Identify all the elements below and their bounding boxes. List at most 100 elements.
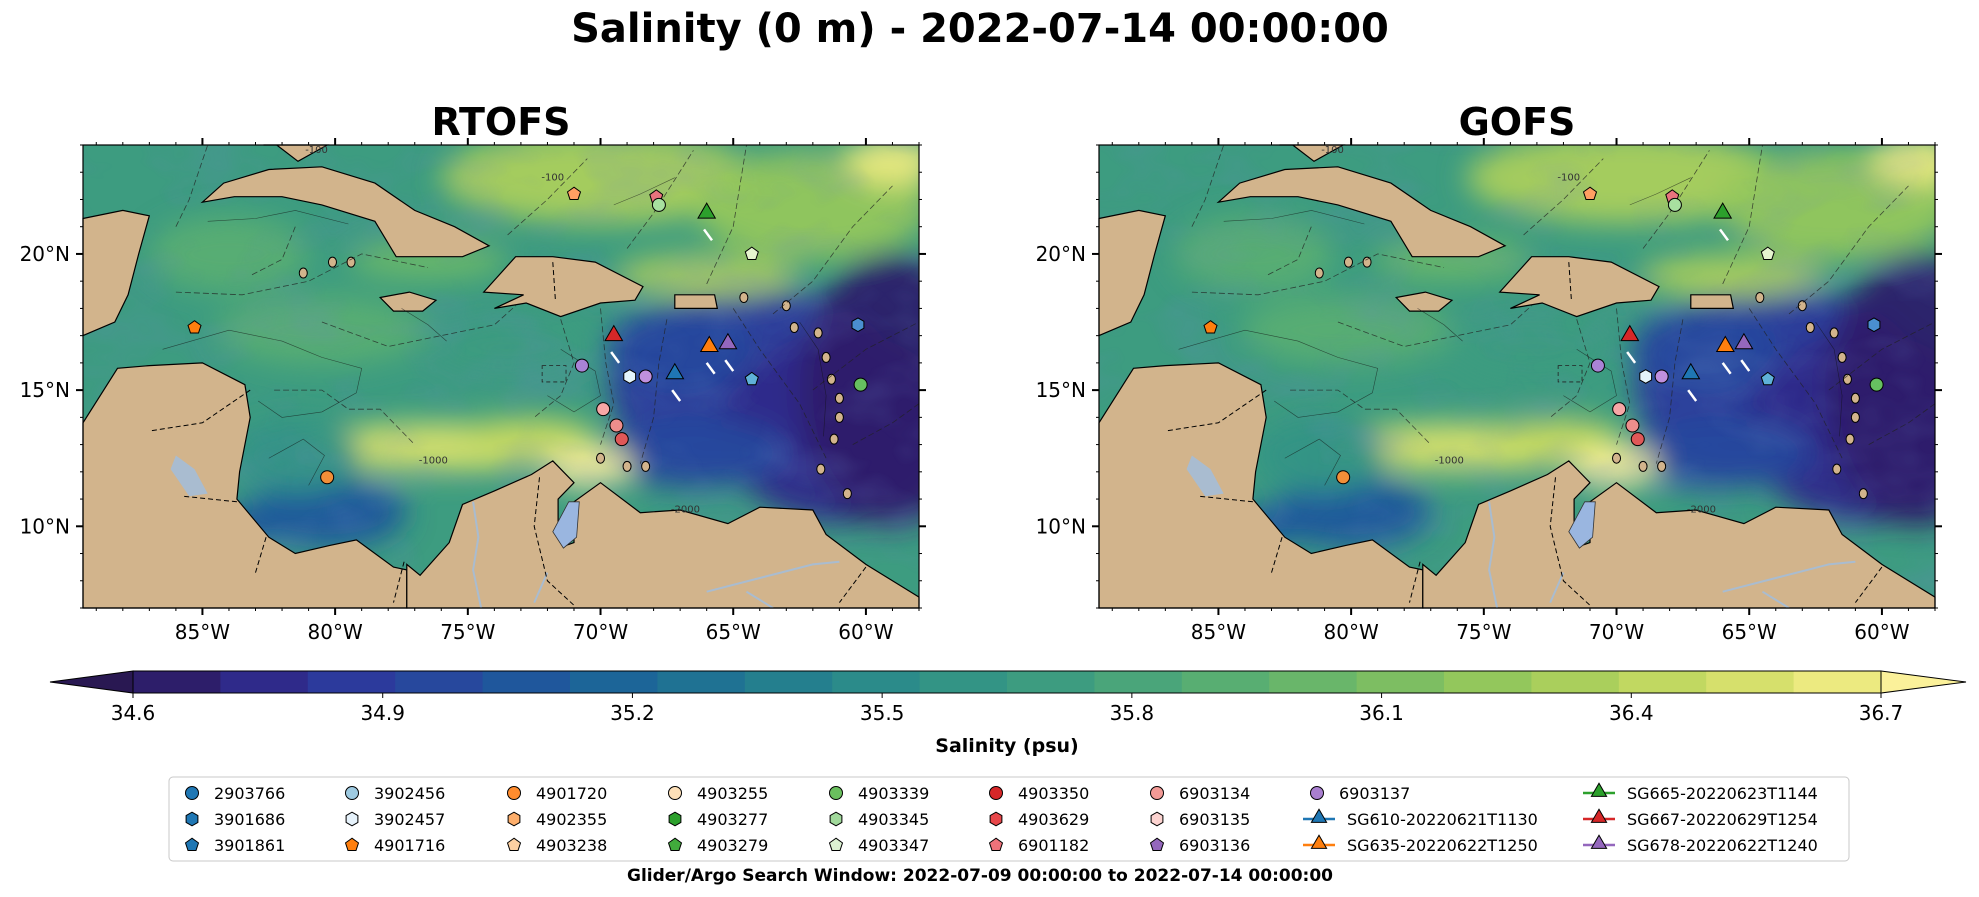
boundary-lines — [175, 145, 919, 464]
colorbar-segment — [1007, 671, 1095, 693]
colorbar-frame — [132, 670, 1882, 694]
country-border — [533, 477, 575, 606]
country-border — [393, 561, 405, 603]
hispaniola — [482, 256, 644, 318]
depth-contour — [268, 438, 325, 486]
depth-contour — [1815, 321, 1843, 437]
colorbar-under-arrow — [49, 670, 134, 694]
colorbar-segment — [744, 671, 833, 693]
platform-marker — [718, 332, 738, 350]
x-tick-label: 60°W — [838, 620, 893, 644]
colorbar-segment — [1618, 671, 1707, 693]
colorbar-segment — [1706, 671, 1795, 693]
small-island — [1755, 292, 1765, 304]
legend-label: 3901861 — [214, 836, 285, 855]
country-border — [255, 537, 267, 573]
eez-line — [600, 308, 615, 445]
platform-marker — [1734, 332, 1754, 350]
platform-marker — [851, 317, 865, 333]
legend-label: 4902355 — [536, 810, 607, 829]
glider-track — [724, 359, 735, 372]
river — [706, 560, 840, 593]
platform-marker — [699, 335, 719, 352]
eez-line — [1722, 145, 1763, 285]
colorbar-tick-label: 36.7 — [1859, 701, 1904, 725]
colorbar-segment — [1356, 671, 1445, 693]
depth-contour — [401, 308, 447, 342]
small-island — [829, 433, 839, 445]
legend-marker — [185, 811, 199, 827]
colorbar-tick-label: 35.8 — [1110, 701, 1155, 725]
legend-label: SG635-20220622T1250 — [1347, 836, 1538, 855]
small-island — [1314, 267, 1324, 279]
small-island — [1362, 256, 1372, 268]
legend-label: 4903345 — [858, 810, 929, 829]
small-island — [813, 327, 823, 339]
legend-marker — [989, 786, 1003, 800]
country-border — [1199, 495, 1253, 503]
puerto-rico — [674, 294, 719, 309]
legend-label: 4903255 — [697, 784, 768, 803]
legend-label: 4903238 — [536, 836, 607, 855]
platform-marker — [566, 186, 582, 200]
eez-line — [1266, 226, 1312, 277]
legend-marker — [988, 837, 1004, 851]
river — [1761, 590, 1790, 609]
legend-label: 4903350 — [1018, 784, 1089, 803]
eez-line — [274, 389, 415, 445]
small-island — [834, 392, 844, 404]
legend-label: SG678-20220622T1240 — [1627, 836, 1818, 855]
eez-line — [732, 308, 827, 459]
legend-box — [168, 776, 1850, 862]
country-border — [183, 495, 237, 503]
x-tick-label: 70°W — [573, 620, 628, 644]
small-island — [1343, 256, 1353, 268]
legend-marker — [829, 811, 843, 827]
platform-markers — [187, 186, 868, 485]
country-border — [1568, 262, 1572, 301]
colorbar-segment — [1793, 671, 1882, 693]
country-border — [1271, 537, 1283, 573]
depth-contour — [799, 321, 827, 437]
y-tick-label: 20°N — [20, 242, 70, 266]
glider-track — [610, 351, 621, 364]
platform-marker — [1681, 362, 1701, 380]
legend-label: 4903279 — [697, 836, 768, 855]
x-tick-label: 80°W — [308, 620, 363, 644]
map-frame — [82, 144, 920, 609]
depth-contour — [1284, 438, 1341, 486]
platform-marker — [596, 402, 611, 417]
legend-label: 4903339 — [858, 784, 929, 803]
platform-marker — [1630, 432, 1645, 447]
legend-label: 3902457 — [374, 810, 445, 829]
river — [1488, 501, 1499, 609]
platform-marker — [744, 246, 759, 260]
contour-label: -100 — [1557, 172, 1580, 183]
small-island — [821, 351, 831, 363]
country-border — [1549, 477, 1591, 606]
small-island — [1832, 463, 1842, 475]
small-island — [781, 300, 791, 312]
eez-line — [321, 305, 516, 347]
eez-line — [1642, 150, 1710, 249]
platform-marker — [1715, 335, 1735, 352]
legend-label: 4903277 — [697, 810, 768, 829]
platform-marker — [1760, 371, 1775, 386]
contour-label: -2000 — [1687, 505, 1716, 516]
x-tick-label: 85°W — [175, 620, 230, 644]
river — [533, 572, 549, 604]
platform-marker — [1336, 470, 1351, 485]
eez-line — [1290, 389, 1431, 445]
lake-maracaibo — [552, 501, 580, 549]
depth-contour — [1417, 308, 1463, 342]
colorbar-segment — [919, 671, 1008, 693]
platform-marker — [1869, 377, 1884, 392]
colorbar-segment — [570, 671, 658, 693]
axis-ticks: 85°W 80°W 75°W 70°W 65°W 60°W 20°N 15°N 10°N — [1036, 138, 1942, 644]
platform-marker — [1639, 369, 1653, 384]
colorbar-segment — [1444, 671, 1532, 693]
eez-line — [533, 319, 575, 418]
eez-line — [706, 145, 747, 285]
glider-track — [1687, 389, 1698, 402]
central-america — [1098, 362, 1424, 609]
